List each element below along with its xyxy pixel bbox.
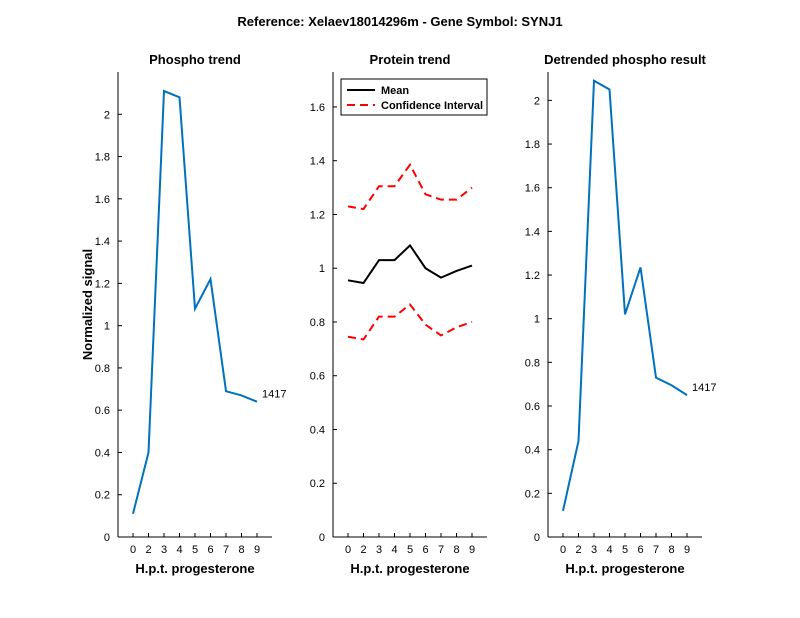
x-tick-label: 7 <box>653 544 659 556</box>
y-tick-label: 0.2 <box>95 490 110 502</box>
chart-title: Detrended phospho result <box>544 52 706 67</box>
y-tick-label: 0.6 <box>310 371 325 383</box>
chart-3: Detrended phospho result H.p.t. progester… <box>525 52 717 576</box>
y-tick-label: 1.6 <box>525 183 540 195</box>
y-tick-label: 0 <box>319 532 325 544</box>
legend-label: Confidence Interval <box>381 100 483 112</box>
y-tick-label: 0.6 <box>95 405 110 417</box>
x-tick-label: 8 <box>238 544 244 556</box>
y-tick-label: 2 <box>534 95 540 107</box>
y-axis-label: Normalized signal <box>80 249 95 360</box>
x-tick-label: 0 <box>345 544 351 556</box>
y-tick-label: 1 <box>534 314 540 326</box>
series-line-confidence-interval <box>347 162 473 211</box>
x-tick-label: 9 <box>254 544 260 556</box>
y-tick-label: 0.8 <box>95 363 110 375</box>
y-tick-label: 0 <box>534 532 540 544</box>
x-tick-label: 6 <box>207 544 213 556</box>
legend-label: Mean <box>381 85 409 97</box>
x-tick-label: 5 <box>192 544 198 556</box>
x-tick-label: 4 <box>391 544 397 556</box>
x-tick-label: 6 <box>422 544 428 556</box>
y-tick-label: 1.2 <box>95 278 110 290</box>
y-tick-label: 1.4 <box>310 156 325 168</box>
y-tick-label: 0.6 <box>525 401 540 413</box>
x-tick-label: 0 <box>560 544 566 556</box>
chart-title: Phospho trend <box>149 52 241 67</box>
y-tick-label: 1 <box>319 263 325 275</box>
y-tick-label: 0.4 <box>95 447 110 459</box>
y-tick-label: 1.6 <box>310 102 325 114</box>
chart-1: Phospho trend H.p.t. progesterone Normaliz… <box>80 52 286 576</box>
y-tick-label: 1.2 <box>525 270 540 282</box>
y-tick-label: 0.8 <box>525 357 540 369</box>
y-tick-label: 2 <box>104 109 110 121</box>
series-end-label: 1417 <box>262 389 286 401</box>
chart-title: Protein trend <box>370 52 451 67</box>
y-tick-label: 1.4 <box>525 226 540 238</box>
x-tick-label: 8 <box>668 544 674 556</box>
x-tick-label: 4 <box>176 544 182 556</box>
x-tick-label: 2 <box>360 544 366 556</box>
legend: Mean Confidence Interval <box>340 78 488 116</box>
series-end-label: 1417 <box>692 382 716 394</box>
y-tick-label: 0.2 <box>525 488 540 500</box>
y-tick-label: 0.4 <box>310 424 325 436</box>
series-line-confidence-interval <box>347 303 473 341</box>
x-tick-label: 4 <box>606 544 612 556</box>
x-tick-label: 8 <box>453 544 459 556</box>
legend-box <box>340 78 488 116</box>
x-tick-label: 3 <box>591 544 597 556</box>
x-tick-label: 3 <box>161 544 167 556</box>
x-tick-label: 3 <box>376 544 382 556</box>
y-tick-label: 1.6 <box>95 194 110 206</box>
y-tick-label: 0.2 <box>310 478 325 490</box>
y-tick-label: 1.8 <box>525 139 540 151</box>
axes-layer: Phospho trend H.p.t. progesterone Normaliz… <box>80 52 716 576</box>
x-tick-label: 6 <box>637 544 643 556</box>
y-tick-label: 0 <box>104 532 110 544</box>
x-axis-label: H.p.t. progesterone <box>135 561 254 576</box>
x-tick-label: 2 <box>145 544 151 556</box>
y-tick-label: 0.4 <box>525 445 540 457</box>
x-tick-label: 9 <box>469 544 475 556</box>
x-tick-label: 7 <box>438 544 444 556</box>
x-axis-label: H.p.t. progesterone <box>350 561 469 576</box>
x-tick-label: 7 <box>223 544 229 556</box>
figure-title: Reference: Xelaev18014296m - Gene Symbol… <box>237 14 562 29</box>
series-line <box>132 89 258 514</box>
y-tick-label: 1.4 <box>95 236 110 248</box>
x-tick-label: 5 <box>407 544 413 556</box>
x-tick-label: 0 <box>130 544 136 556</box>
y-tick-label: 0.8 <box>310 317 325 329</box>
x-tick-label: 2 <box>575 544 581 556</box>
series-line <box>562 79 688 512</box>
y-tick-label: 1.2 <box>310 209 325 221</box>
x-tick-label: 5 <box>622 544 628 556</box>
x-tick-label: 9 <box>684 544 690 556</box>
y-tick-label: 1.8 <box>95 152 110 164</box>
series-line-mean <box>347 243 473 285</box>
x-axis-label: H.p.t. progesterone <box>565 561 684 576</box>
y-tick-label: 1 <box>104 321 110 333</box>
